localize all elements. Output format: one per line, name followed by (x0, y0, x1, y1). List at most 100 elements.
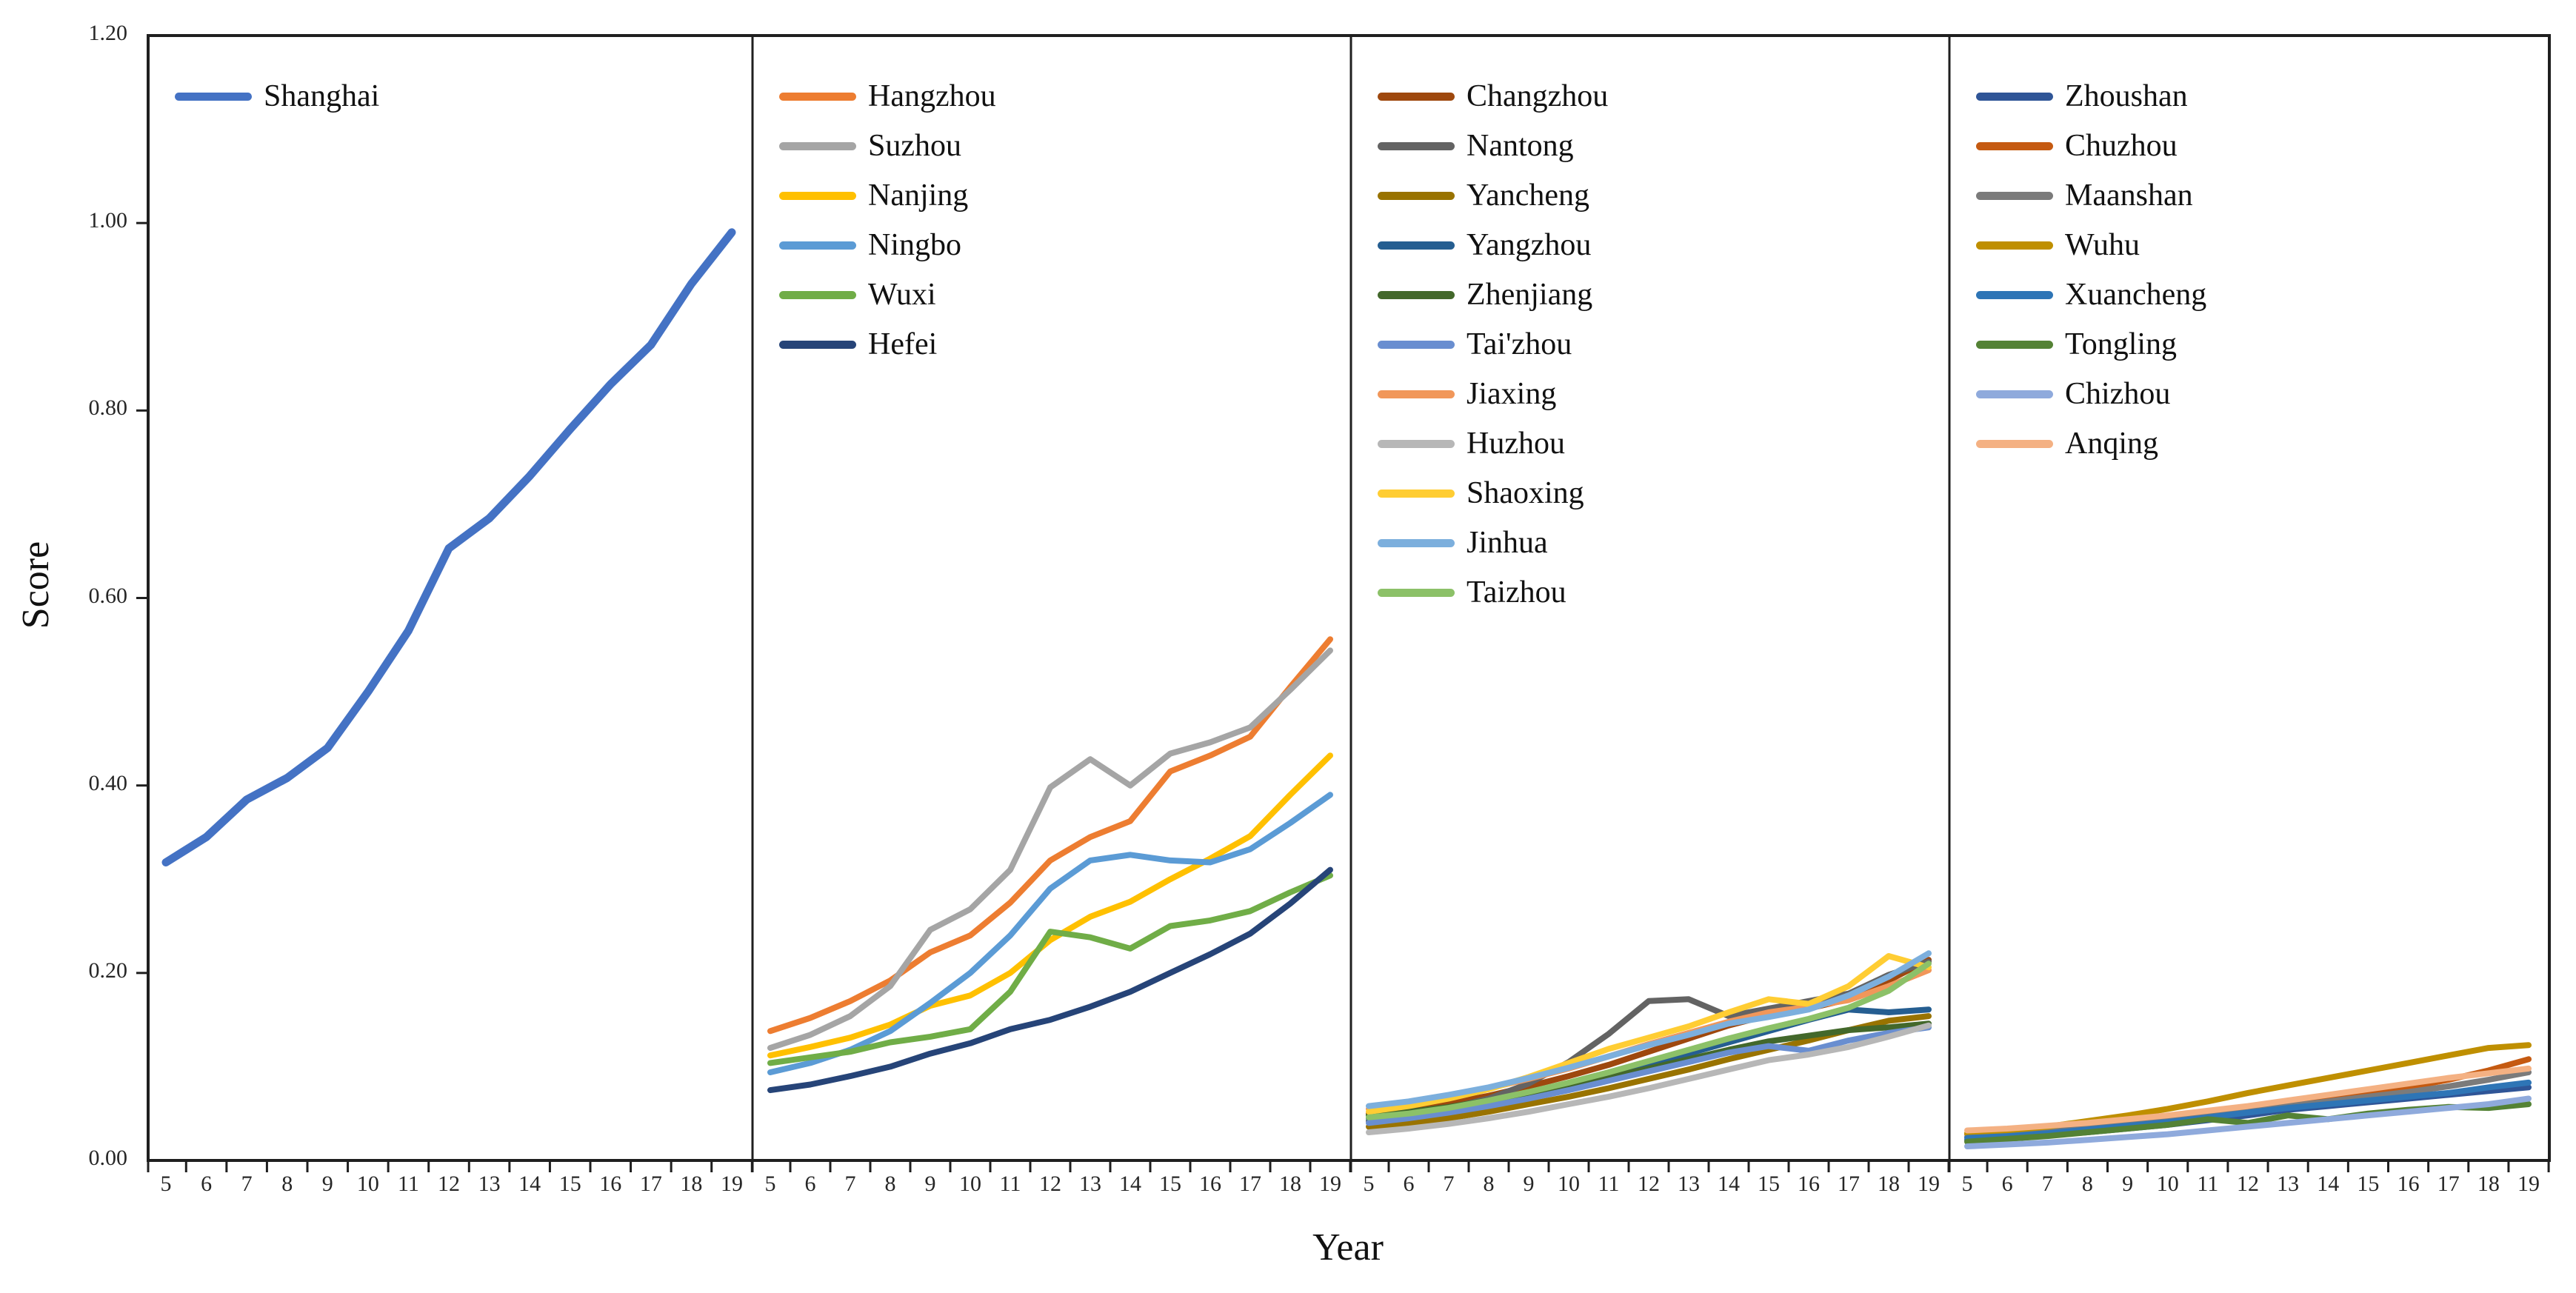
x-tick-label: 7 (2041, 1172, 2053, 1196)
legend-label: Shanghai (264, 79, 380, 113)
series-line-taizhou (1366, 960, 1932, 1120)
legend-label: Chuzhou (2065, 129, 2178, 163)
legend-label: Wuhu (2065, 228, 2140, 262)
x-tick-label: 7 (1443, 1172, 1455, 1196)
x-tick-label: 12 (2237, 1172, 2259, 1196)
x-tick-label: 14 (1718, 1172, 1740, 1196)
x-tick-label: 10 (356, 1172, 379, 1196)
x-tick-label: 17 (1838, 1172, 1860, 1196)
legend-label: Tai'zhou (1466, 327, 1572, 361)
legend-line-swatch (1378, 92, 1455, 101)
legend-item-nantong: Nantong (1378, 128, 1574, 164)
series-line-ningbo (767, 792, 1333, 1075)
x-tick-label: 16 (2397, 1172, 2420, 1196)
y-tick-label: 0.40 (88, 770, 128, 795)
x-tick-label: 13 (2277, 1172, 2300, 1196)
legend-item-shanghai: Shanghai (175, 78, 379, 114)
series-line-jinhua (1366, 950, 1932, 1109)
legend-line-swatch (1378, 290, 1455, 299)
x-tick-label: 8 (884, 1172, 896, 1196)
x-tick-label: 5 (160, 1172, 172, 1196)
x-tick-label: 5 (1363, 1172, 1375, 1196)
x-tick-label: 7 (241, 1172, 253, 1196)
x-tick-label: 6 (2001, 1172, 2013, 1196)
x-tick-label: 10 (959, 1172, 981, 1196)
x-tick-label: 9 (321, 1172, 333, 1196)
legend-label: Suzhou (868, 129, 961, 163)
legend-label: Chizhou (2065, 377, 2171, 411)
legend-label: Shaoxing (1466, 476, 1584, 510)
legend-label: Yangzhou (1466, 228, 1592, 262)
legend-label: Nanjing (868, 178, 969, 213)
legend-line-swatch (779, 92, 856, 101)
legend-line-swatch (1378, 141, 1455, 150)
legend-line-swatch (1976, 390, 2053, 398)
legend-line-swatch (1976, 92, 2053, 101)
x-tick-label: 7 (844, 1172, 856, 1196)
x-tick-label: 19 (2517, 1172, 2540, 1196)
legend-label: Ningbo (868, 228, 961, 262)
legend-line-swatch (1378, 439, 1455, 448)
series-line-shaoxing (1366, 953, 1932, 1115)
x-tick-label: 18 (2477, 1172, 2500, 1196)
x-tick-label: 14 (2317, 1172, 2340, 1196)
x-tick-label: 11 (1598, 1172, 1620, 1196)
legend-label: Taizhou (1466, 575, 1566, 609)
legend-label: Changzhou (1466, 79, 1609, 113)
legend-line-swatch (1378, 538, 1455, 547)
series-line-anqing (1964, 1065, 2532, 1134)
series-line-shanghai (161, 228, 736, 866)
x-tick-label: 17 (1239, 1172, 1261, 1196)
legend-item-changzhou: Changzhou (1378, 78, 1608, 114)
x-tick-label: 17 (639, 1172, 662, 1196)
x-axis-title: Year (1312, 1226, 1384, 1269)
legend-line-swatch (1976, 340, 2053, 349)
legend-item-xuancheng: Xuancheng (1976, 277, 2206, 313)
legend-item-hangzhou: Hangzhou (779, 78, 996, 114)
legend-item-jiaxing: Jiaxing (1378, 376, 1556, 412)
x-tick-label: 5 (764, 1172, 776, 1196)
x-tick-label: 15 (1159, 1172, 1181, 1196)
x-tick-label: 12 (1039, 1172, 1061, 1196)
x-tick-label: 9 (1523, 1172, 1535, 1196)
x-tick-label: 18 (1878, 1172, 1900, 1196)
y-axis-title: Score (15, 541, 57, 629)
x-tick-label: 6 (1403, 1172, 1415, 1196)
x-tick-label: 11 (999, 1172, 1021, 1196)
x-tick-label: 5 (1961, 1172, 1973, 1196)
x-tick-label: 13 (1678, 1172, 1700, 1196)
legend-line-swatch (1976, 141, 2053, 150)
series-line-nanjing (767, 752, 1333, 1059)
x-tick-label: 8 (2081, 1172, 2093, 1196)
y-tick-label: 0.20 (88, 958, 128, 983)
legend-item-chuzhou: Chuzhou (1976, 128, 2178, 164)
x-tick-label: 15 (1758, 1172, 1780, 1196)
x-tick-label: 17 (2437, 1172, 2460, 1196)
legend-item-taizhou: Taizhou (1378, 575, 1566, 610)
legend-line-swatch (1378, 191, 1455, 200)
x-tick-label: 18 (1279, 1172, 1301, 1196)
legend-item-huzhou: Huzhou (1378, 426, 1565, 461)
legend-item-zhenjiang: Zhenjiang (1378, 277, 1592, 313)
legend-item-anqing: Anqing (1976, 426, 2158, 461)
series-line-hangzhou (767, 636, 1333, 1035)
legend-label: Yancheng (1466, 178, 1590, 213)
series-line-tai-zhou (1366, 1024, 1932, 1126)
series-line-chizhou (1964, 1095, 2532, 1149)
x-tick-label: 15 (558, 1172, 581, 1196)
legend-label: Maanshan (2065, 178, 2193, 213)
legend-label: Hefei (868, 327, 938, 361)
x-tick-label: 14 (518, 1172, 541, 1196)
x-tick-label: 10 (1558, 1172, 1580, 1196)
x-tick-label: 9 (2122, 1172, 2134, 1196)
legend-line-swatch (779, 241, 856, 250)
x-tick-label: 14 (1119, 1172, 1141, 1196)
legend-line-swatch (779, 340, 856, 349)
x-tick-label: 12 (1638, 1172, 1660, 1196)
legend-item-shaoxing: Shaoxing (1378, 475, 1584, 511)
y-tick-label: 1.20 (88, 21, 128, 45)
legend-item-tai-zhou: Tai'zhou (1378, 327, 1572, 362)
legend-label: Zhoushan (2065, 79, 2188, 113)
legend-label: Huzhou (1466, 427, 1565, 461)
legend-line-swatch (1976, 290, 2053, 299)
